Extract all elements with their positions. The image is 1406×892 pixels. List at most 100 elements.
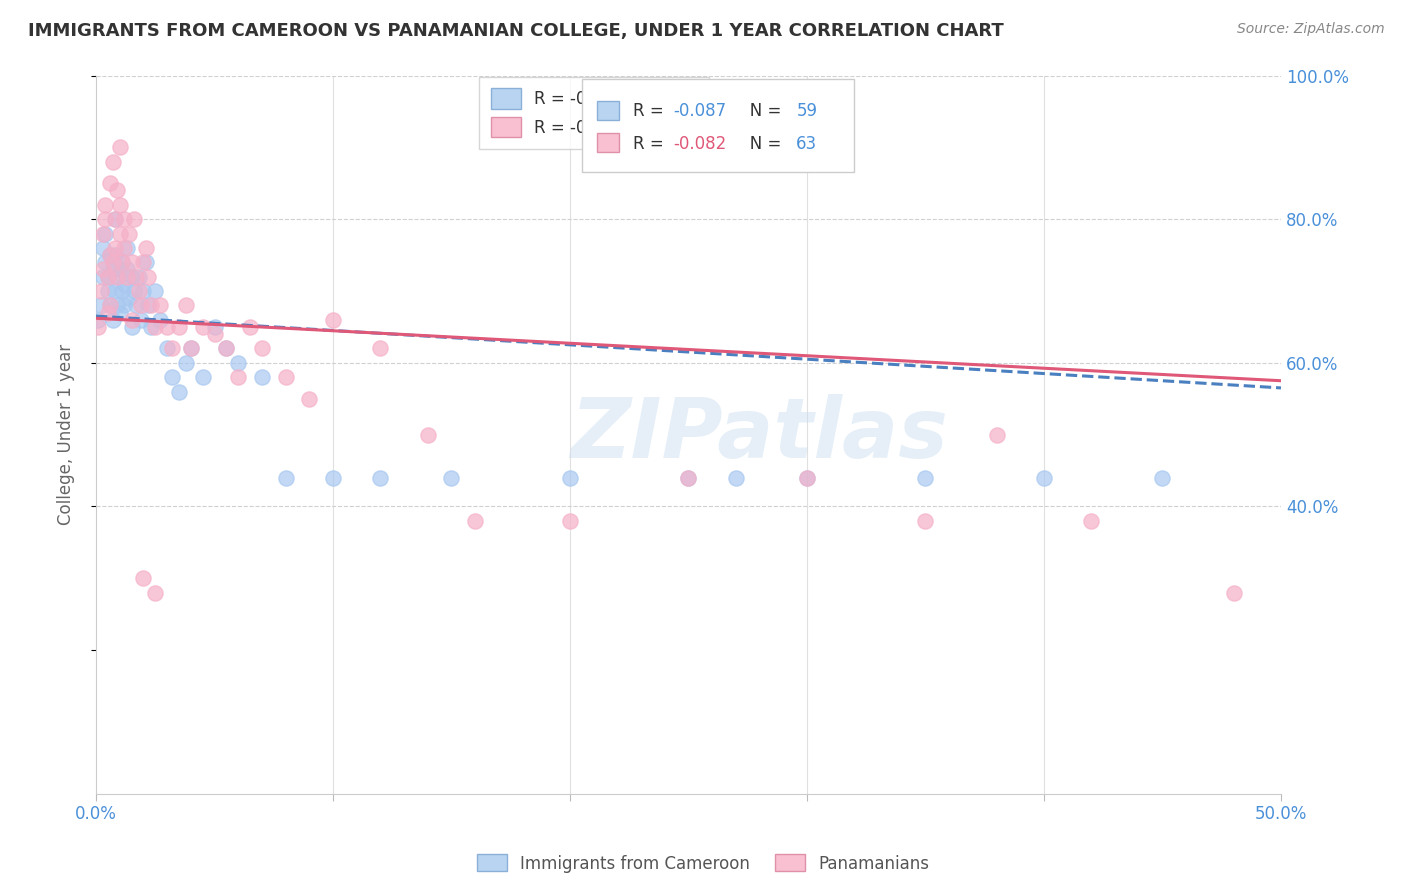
Point <box>678 471 700 485</box>
Point <box>322 471 344 485</box>
Text: 63: 63 <box>796 135 817 153</box>
Point <box>250 370 273 384</box>
Point <box>250 342 273 356</box>
Point <box>105 269 128 284</box>
Point <box>139 319 162 334</box>
Point <box>215 342 238 356</box>
Point <box>104 241 127 255</box>
Point <box>156 342 179 356</box>
Point <box>167 384 190 399</box>
Point <box>105 183 128 197</box>
Point <box>91 269 114 284</box>
Point <box>121 312 143 326</box>
Point <box>464 514 486 528</box>
Point <box>97 269 120 284</box>
Text: -0.087: -0.087 <box>673 103 727 120</box>
Text: -0.082: -0.082 <box>673 135 727 153</box>
Point <box>90 298 112 312</box>
Point <box>108 227 131 241</box>
Point <box>97 284 120 298</box>
Point <box>1033 471 1056 485</box>
Point <box>104 212 127 227</box>
Point <box>104 284 127 298</box>
Point <box>105 269 128 284</box>
Point <box>128 284 150 298</box>
Text: R =: R = <box>633 103 669 120</box>
FancyBboxPatch shape <box>582 79 855 172</box>
Point <box>118 291 141 305</box>
Point <box>678 471 700 485</box>
Point <box>97 269 120 284</box>
Text: ZIPatlas: ZIPatlas <box>571 394 949 475</box>
Point <box>122 284 145 298</box>
Point <box>101 262 124 277</box>
Point <box>796 471 818 485</box>
Point <box>122 212 145 227</box>
Point <box>125 298 148 312</box>
Point <box>143 319 166 334</box>
Text: R =: R = <box>633 135 669 153</box>
Point <box>180 342 202 356</box>
Point <box>98 298 121 312</box>
Point <box>796 471 818 485</box>
Point <box>94 212 117 227</box>
Point <box>108 262 131 277</box>
Point <box>118 227 141 241</box>
Point <box>87 319 110 334</box>
Point <box>986 427 1008 442</box>
Point <box>98 248 121 262</box>
Point <box>115 241 138 255</box>
Point <box>136 298 159 312</box>
Point <box>129 298 152 312</box>
Point <box>98 248 121 262</box>
Point <box>558 514 581 528</box>
Point <box>1222 585 1244 599</box>
Point <box>149 312 172 326</box>
Point <box>114 277 136 291</box>
Point <box>204 327 226 342</box>
Point <box>274 471 297 485</box>
Point <box>94 198 117 212</box>
Point <box>105 298 128 312</box>
Point <box>111 255 134 269</box>
Point <box>204 319 226 334</box>
Point <box>87 312 110 326</box>
Point <box>104 212 127 227</box>
Point <box>416 427 439 442</box>
Point <box>97 305 120 319</box>
Point <box>114 298 136 312</box>
Point <box>114 241 136 255</box>
Text: Source: ZipAtlas.com: Source: ZipAtlas.com <box>1237 22 1385 37</box>
Text: N =: N = <box>734 103 786 120</box>
Point <box>139 298 162 312</box>
Point <box>104 248 127 262</box>
Point <box>108 305 131 319</box>
Point <box>167 319 190 334</box>
Point <box>132 571 155 585</box>
Point <box>174 356 197 370</box>
Point <box>121 319 143 334</box>
Point <box>274 370 297 384</box>
Point <box>90 284 112 298</box>
Point <box>98 176 121 190</box>
Point <box>914 514 936 528</box>
Point <box>128 269 150 284</box>
Point <box>558 471 581 485</box>
Point <box>108 198 131 212</box>
Point <box>135 255 157 269</box>
FancyBboxPatch shape <box>598 101 619 120</box>
Point <box>239 319 262 334</box>
Point <box>121 255 143 269</box>
Point <box>370 342 392 356</box>
Point <box>121 269 143 284</box>
Point <box>298 392 321 406</box>
Point <box>101 154 124 169</box>
Y-axis label: College, Under 1 year: College, Under 1 year <box>58 344 75 525</box>
Text: 59: 59 <box>796 103 817 120</box>
Legend: Immigrants from Cameroon, Panamanians: Immigrants from Cameroon, Panamanians <box>470 847 936 880</box>
Point <box>174 298 197 312</box>
Legend: R = -0.087   N = 59, R = -0.082   N = 63: R = -0.087 N = 59, R = -0.082 N = 63 <box>479 77 709 149</box>
Point <box>180 342 202 356</box>
Point <box>94 255 117 269</box>
Text: IMMIGRANTS FROM CAMEROON VS PANAMANIAN COLLEGE, UNDER 1 YEAR CORRELATION CHART: IMMIGRANTS FROM CAMEROON VS PANAMANIAN C… <box>28 22 1004 40</box>
